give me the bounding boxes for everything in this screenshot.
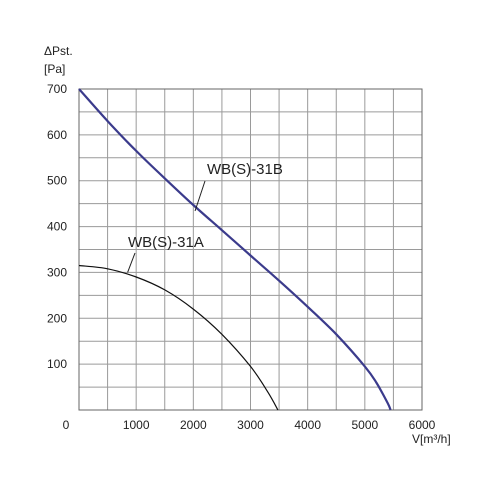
x-tick-label: 5000 [351,418,378,432]
series-label-wb-s-31a-leader [127,252,136,273]
series-line-wb-s-31b [78,88,392,411]
curves [78,88,392,411]
x-tick-label: 4000 [294,418,321,432]
y-tick-label: 300 [47,265,67,279]
y-tick-label: 600 [47,128,67,142]
series-line-wb-s-31a [78,264,279,411]
grid [79,89,422,410]
tick-labels: 0 1000 2000 3000 4000 5000 6000 100 200 300 400 500… [47,82,436,432]
x-axis-label: V[m³/h] [412,432,451,446]
x-tick-label: 0 [63,418,70,432]
y-axis-label: ΔPst. [44,44,73,58]
series-label-wb-s-31b: WB(S)-31B [207,161,283,178]
x-tick-label: 6000 [409,418,436,432]
series-labels: WB(S)-31B WB(S)-31A [127,161,283,273]
x-tick-label: 3000 [237,418,264,432]
y-tick-label: 400 [47,220,67,234]
plot-frame [78,88,423,411]
y-tick-label: 700 [47,82,67,96]
x-tick-label: 1000 [123,418,150,432]
x-tick-label: 2000 [180,418,207,432]
y-tick-label: 200 [47,311,67,325]
series-label-wb-s-31b-leader [194,180,206,212]
y-tick-label: 500 [47,174,67,188]
series-label-wb-s-31a: WB(S)-31A [128,234,204,251]
y-tick-label: 100 [47,357,67,371]
y-axis-unit: [Pa] [44,62,65,76]
